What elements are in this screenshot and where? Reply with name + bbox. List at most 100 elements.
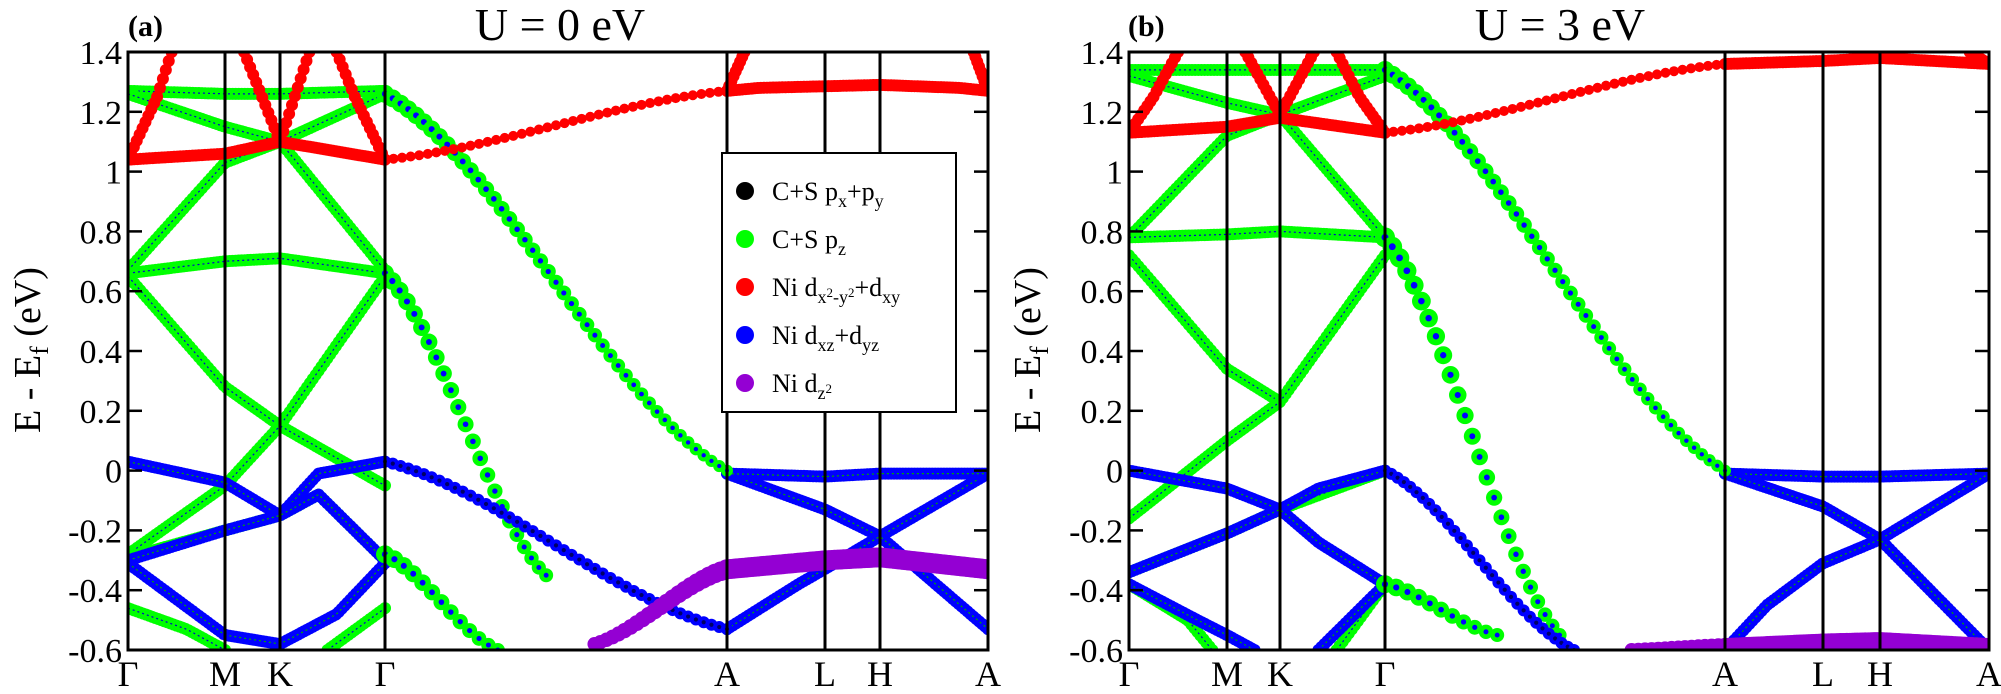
gap-point-core bbox=[485, 642, 491, 648]
band-core-line bbox=[726, 536, 989, 630]
gap-point-core bbox=[1494, 632, 1500, 638]
gap-point bbox=[1694, 62, 1705, 73]
panel-a-label: (a) bbox=[128, 10, 163, 43]
gap-point-core bbox=[396, 287, 403, 294]
gap-point-core bbox=[1388, 243, 1396, 251]
gap-point-core bbox=[425, 339, 432, 345]
gap-point-core bbox=[1591, 324, 1597, 330]
gap-point-core bbox=[436, 133, 443, 140]
gap-point-core bbox=[1483, 629, 1489, 635]
gap-point-core bbox=[678, 433, 683, 438]
gap-point-core bbox=[584, 322, 590, 328]
band-core-line bbox=[127, 425, 386, 555]
gap-point bbox=[662, 94, 673, 105]
gap-point bbox=[533, 124, 544, 135]
band-core-line bbox=[1724, 473, 1990, 478]
gap-point bbox=[1660, 67, 1671, 78]
gap-point-core bbox=[1490, 178, 1496, 185]
gap-point bbox=[1405, 124, 1416, 135]
gap-point-core bbox=[678, 611, 683, 616]
gap-series-4 bbox=[587, 559, 737, 651]
gap-point-core bbox=[623, 372, 629, 378]
gap-point bbox=[474, 138, 485, 149]
gap-point-core bbox=[654, 409, 660, 414]
panel-b-data-points bbox=[1128, 51, 1990, 651]
gap-point-core bbox=[1454, 391, 1461, 399]
gap-series-3 bbox=[1379, 464, 1581, 651]
gap-point-core bbox=[709, 458, 714, 464]
gap-point-core bbox=[1498, 189, 1504, 195]
gap-series-3 bbox=[379, 455, 733, 636]
gap-point bbox=[388, 153, 399, 164]
gap-point bbox=[1541, 95, 1552, 106]
gap-point-core bbox=[1427, 600, 1433, 607]
gap-point bbox=[1507, 103, 1518, 114]
gap-point-core bbox=[536, 564, 542, 570]
band-18 bbox=[721, 530, 989, 636]
band-4 bbox=[127, 270, 391, 431]
x-tick-label-Γ: Γ bbox=[118, 654, 139, 694]
gap-point-core bbox=[576, 311, 582, 317]
gap-point bbox=[405, 151, 416, 162]
gap-series-2 bbox=[376, 264, 554, 583]
y-tick-label: -0.2 bbox=[68, 513, 122, 550]
gap-point-core bbox=[1521, 608, 1526, 613]
gap-point bbox=[1439, 118, 1450, 129]
band-21 bbox=[1719, 52, 1990, 70]
gap-point-core bbox=[1410, 281, 1418, 289]
band-core-line bbox=[1724, 539, 1990, 651]
gap-point-core bbox=[1707, 458, 1712, 463]
gap-point bbox=[1626, 74, 1637, 85]
gap-point-core bbox=[1428, 104, 1435, 111]
band-core-line bbox=[127, 493, 386, 561]
gap-point-core bbox=[1462, 412, 1469, 419]
gap-point-core bbox=[506, 216, 513, 222]
gap-point-core bbox=[491, 506, 496, 511]
band-core-line bbox=[127, 141, 386, 271]
gap-point bbox=[696, 89, 707, 100]
gap-point-core bbox=[437, 478, 442, 483]
gap-point-core bbox=[522, 524, 528, 529]
gap-point-core bbox=[440, 370, 447, 377]
gap-point-core bbox=[1476, 453, 1483, 460]
gap-point-core bbox=[592, 332, 598, 338]
gap-point bbox=[619, 103, 630, 114]
band-20 bbox=[1716, 632, 1990, 651]
gap-point-core bbox=[1691, 445, 1697, 450]
gap-point-core bbox=[1598, 335, 1604, 341]
gap-point-core bbox=[1622, 366, 1627, 372]
y-tick-label: 0 bbox=[105, 454, 122, 491]
gap-point-core bbox=[507, 515, 512, 520]
gap-point-core bbox=[1546, 631, 1551, 636]
x-tick-label-Γ: Γ bbox=[1119, 654, 1140, 694]
band-3 bbox=[127, 252, 391, 280]
gap-point bbox=[1422, 121, 1433, 132]
gap-point-core bbox=[1549, 623, 1555, 629]
band-20 bbox=[721, 78, 989, 97]
gap-point-core bbox=[1660, 414, 1666, 420]
gap-point bbox=[1456, 115, 1467, 126]
band-core-line bbox=[1128, 254, 1386, 403]
gap-point-core bbox=[1440, 352, 1447, 359]
gap-point-core bbox=[452, 485, 458, 490]
legend-marker bbox=[736, 230, 754, 248]
gap-point-core bbox=[662, 417, 668, 423]
gap-point-core bbox=[1505, 200, 1512, 206]
gap-point bbox=[1397, 125, 1407, 136]
gap-point bbox=[1686, 63, 1696, 74]
gap-point-core bbox=[528, 555, 535, 561]
gap-point-core bbox=[1464, 543, 1470, 548]
y-tick-label: 1.2 bbox=[80, 95, 123, 132]
panel-a-y-ticks: -0.6 -0.4 -0.2 0 0.2 0.4 0.6 0.8 1 1.2 1.4 bbox=[68, 35, 988, 670]
band-3 bbox=[1128, 225, 1391, 244]
gap-point bbox=[679, 91, 690, 102]
gap-point-core bbox=[406, 466, 411, 471]
gap-point-core bbox=[1395, 475, 1400, 480]
panel-b-frame bbox=[1127, 50, 1991, 652]
gap-point-core bbox=[468, 493, 473, 498]
gap-point-core bbox=[546, 538, 551, 543]
gap-point-core bbox=[639, 391, 644, 397]
band-core-line bbox=[1128, 114, 1386, 238]
gap-point bbox=[439, 145, 450, 156]
